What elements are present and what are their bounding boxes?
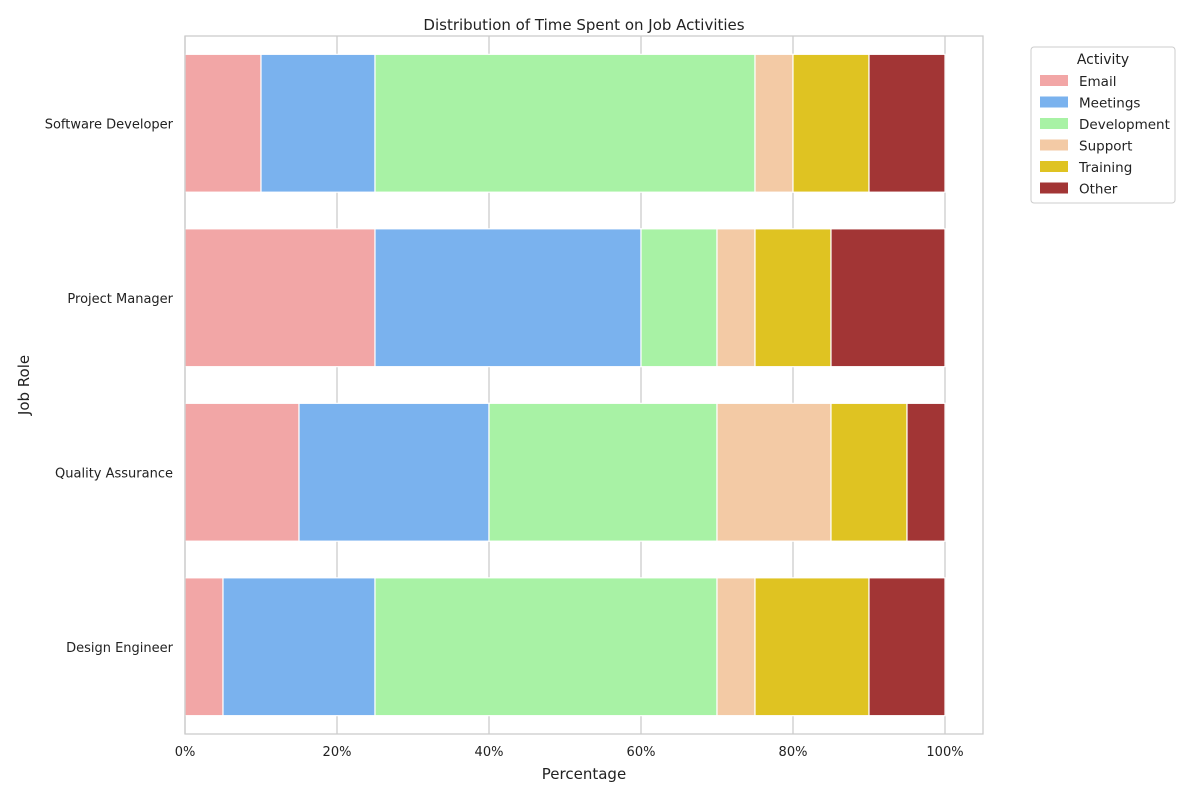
bar-other-2 <box>906 402 946 542</box>
bar-training-1 <box>754 228 832 368</box>
bar-support-0 <box>754 53 794 193</box>
bar-meetings-3 <box>222 577 376 717</box>
bar-support-1 <box>716 228 756 368</box>
bar-email-3 <box>184 577 224 717</box>
legend-label-development: Development <box>1079 117 1170 133</box>
y-axis-ticks: Software Developer Project Manager Quality… <box>45 117 174 656</box>
y-tick-label: Software Developer <box>45 117 174 132</box>
legend-swatch-support <box>1040 139 1068 151</box>
bar-other-0 <box>868 53 946 193</box>
x-axis-ticks: 0% 20% 40% 60% 80% 100% <box>175 745 964 760</box>
legend-label-email: Email <box>1079 74 1116 90</box>
x-tick-label: 60% <box>627 745 656 760</box>
bar-meetings-2 <box>298 402 490 542</box>
legend: Activity Email Meetings Development Support… <box>1030 46 1176 204</box>
legend-label-training: Training <box>1078 160 1132 176</box>
y-axis-label: Job Role <box>15 355 33 416</box>
bar-development-0 <box>374 53 756 193</box>
x-tick-label: 100% <box>926 745 963 760</box>
legend-swatch-meetings <box>1040 96 1068 108</box>
x-tick-label: 80% <box>779 745 808 760</box>
bar-email-1 <box>184 228 376 368</box>
bar-meetings-1 <box>374 228 642 368</box>
bar-training-3 <box>754 577 870 717</box>
bar-other-3 <box>868 577 946 717</box>
legend-swatch-other <box>1040 182 1068 194</box>
bar-training-2 <box>830 402 908 542</box>
x-tick-label: 20% <box>323 745 352 760</box>
legend-label-meetings: Meetings <box>1079 96 1140 112</box>
legend-label-support: Support <box>1079 139 1132 155</box>
legend-swatch-development <box>1040 118 1068 129</box>
legend-title: Activity <box>1077 52 1129 68</box>
x-tick-label: 0% <box>175 745 196 760</box>
bar-development-3 <box>374 577 718 717</box>
y-tick-label: Quality Assurance <box>55 466 173 481</box>
bar-email-2 <box>184 402 300 542</box>
legend-label-other: Other <box>1079 182 1118 198</box>
legend-swatch-email <box>1040 75 1068 86</box>
bars <box>184 53 946 717</box>
bar-other-1 <box>830 228 946 368</box>
x-tick-label: 40% <box>475 745 504 760</box>
bar-email-0 <box>184 53 262 193</box>
x-axis-label: Percentage <box>542 765 626 783</box>
y-tick-label: Design Engineer <box>66 641 174 656</box>
bar-support-2 <box>716 402 832 542</box>
legend-swatch-training <box>1040 161 1068 172</box>
bar-support-3 <box>716 577 756 717</box>
chart-title: Distribution of Time Spent on Job Activi… <box>423 16 744 34</box>
y-tick-label: Project Manager <box>67 292 173 307</box>
bar-training-0 <box>792 53 870 193</box>
bar-development-1 <box>640 228 718 368</box>
bar-development-2 <box>488 402 718 542</box>
bar-meetings-0 <box>260 53 376 193</box>
plot-frame <box>184 35 984 735</box>
